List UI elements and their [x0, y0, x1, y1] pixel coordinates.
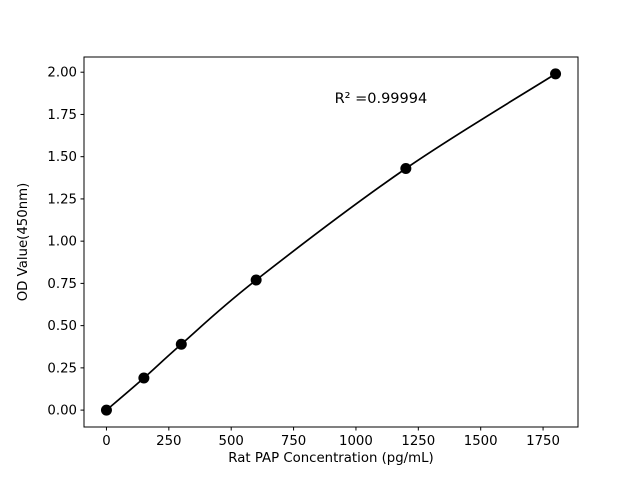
y-tick-label: 0.00: [47, 404, 77, 419]
x-tick-label: 1250: [401, 434, 435, 449]
x-tick-label: 750: [281, 434, 306, 449]
data-point-marker: [550, 68, 562, 80]
data-point-marker: [400, 163, 412, 175]
x-axis-label: Rat PAP Concentration (pg/mL): [228, 451, 433, 466]
r-squared-annotation: R² =0.99994: [335, 91, 428, 107]
y-tick-label: 0.50: [47, 319, 77, 334]
x-tick-label: 1750: [526, 434, 560, 449]
x-tick-label: 500: [219, 434, 244, 449]
data-point-marker: [250, 274, 262, 286]
y-tick-label: 1.75: [47, 108, 77, 123]
x-tick-label: 250: [156, 434, 181, 449]
y-tick-label: 1.50: [47, 150, 77, 165]
y-tick-label: 0.75: [47, 277, 77, 292]
x-tick-label: 1500: [464, 434, 498, 449]
y-tick-label: 0.25: [47, 361, 77, 376]
y-tick-label: 2.00: [47, 66, 77, 81]
plot-frame: [83, 56, 579, 428]
y-tick-label: 1.00: [47, 235, 77, 250]
x-tick-label: 1000: [339, 434, 373, 449]
y-axis-label: OD Value(450nm): [16, 183, 31, 302]
data-point-marker: [138, 372, 150, 384]
x-tick-label: 0: [102, 434, 110, 449]
data-point-marker: [175, 338, 187, 350]
y-tick-label: 1.25: [47, 192, 77, 207]
data-point-marker: [100, 404, 112, 416]
